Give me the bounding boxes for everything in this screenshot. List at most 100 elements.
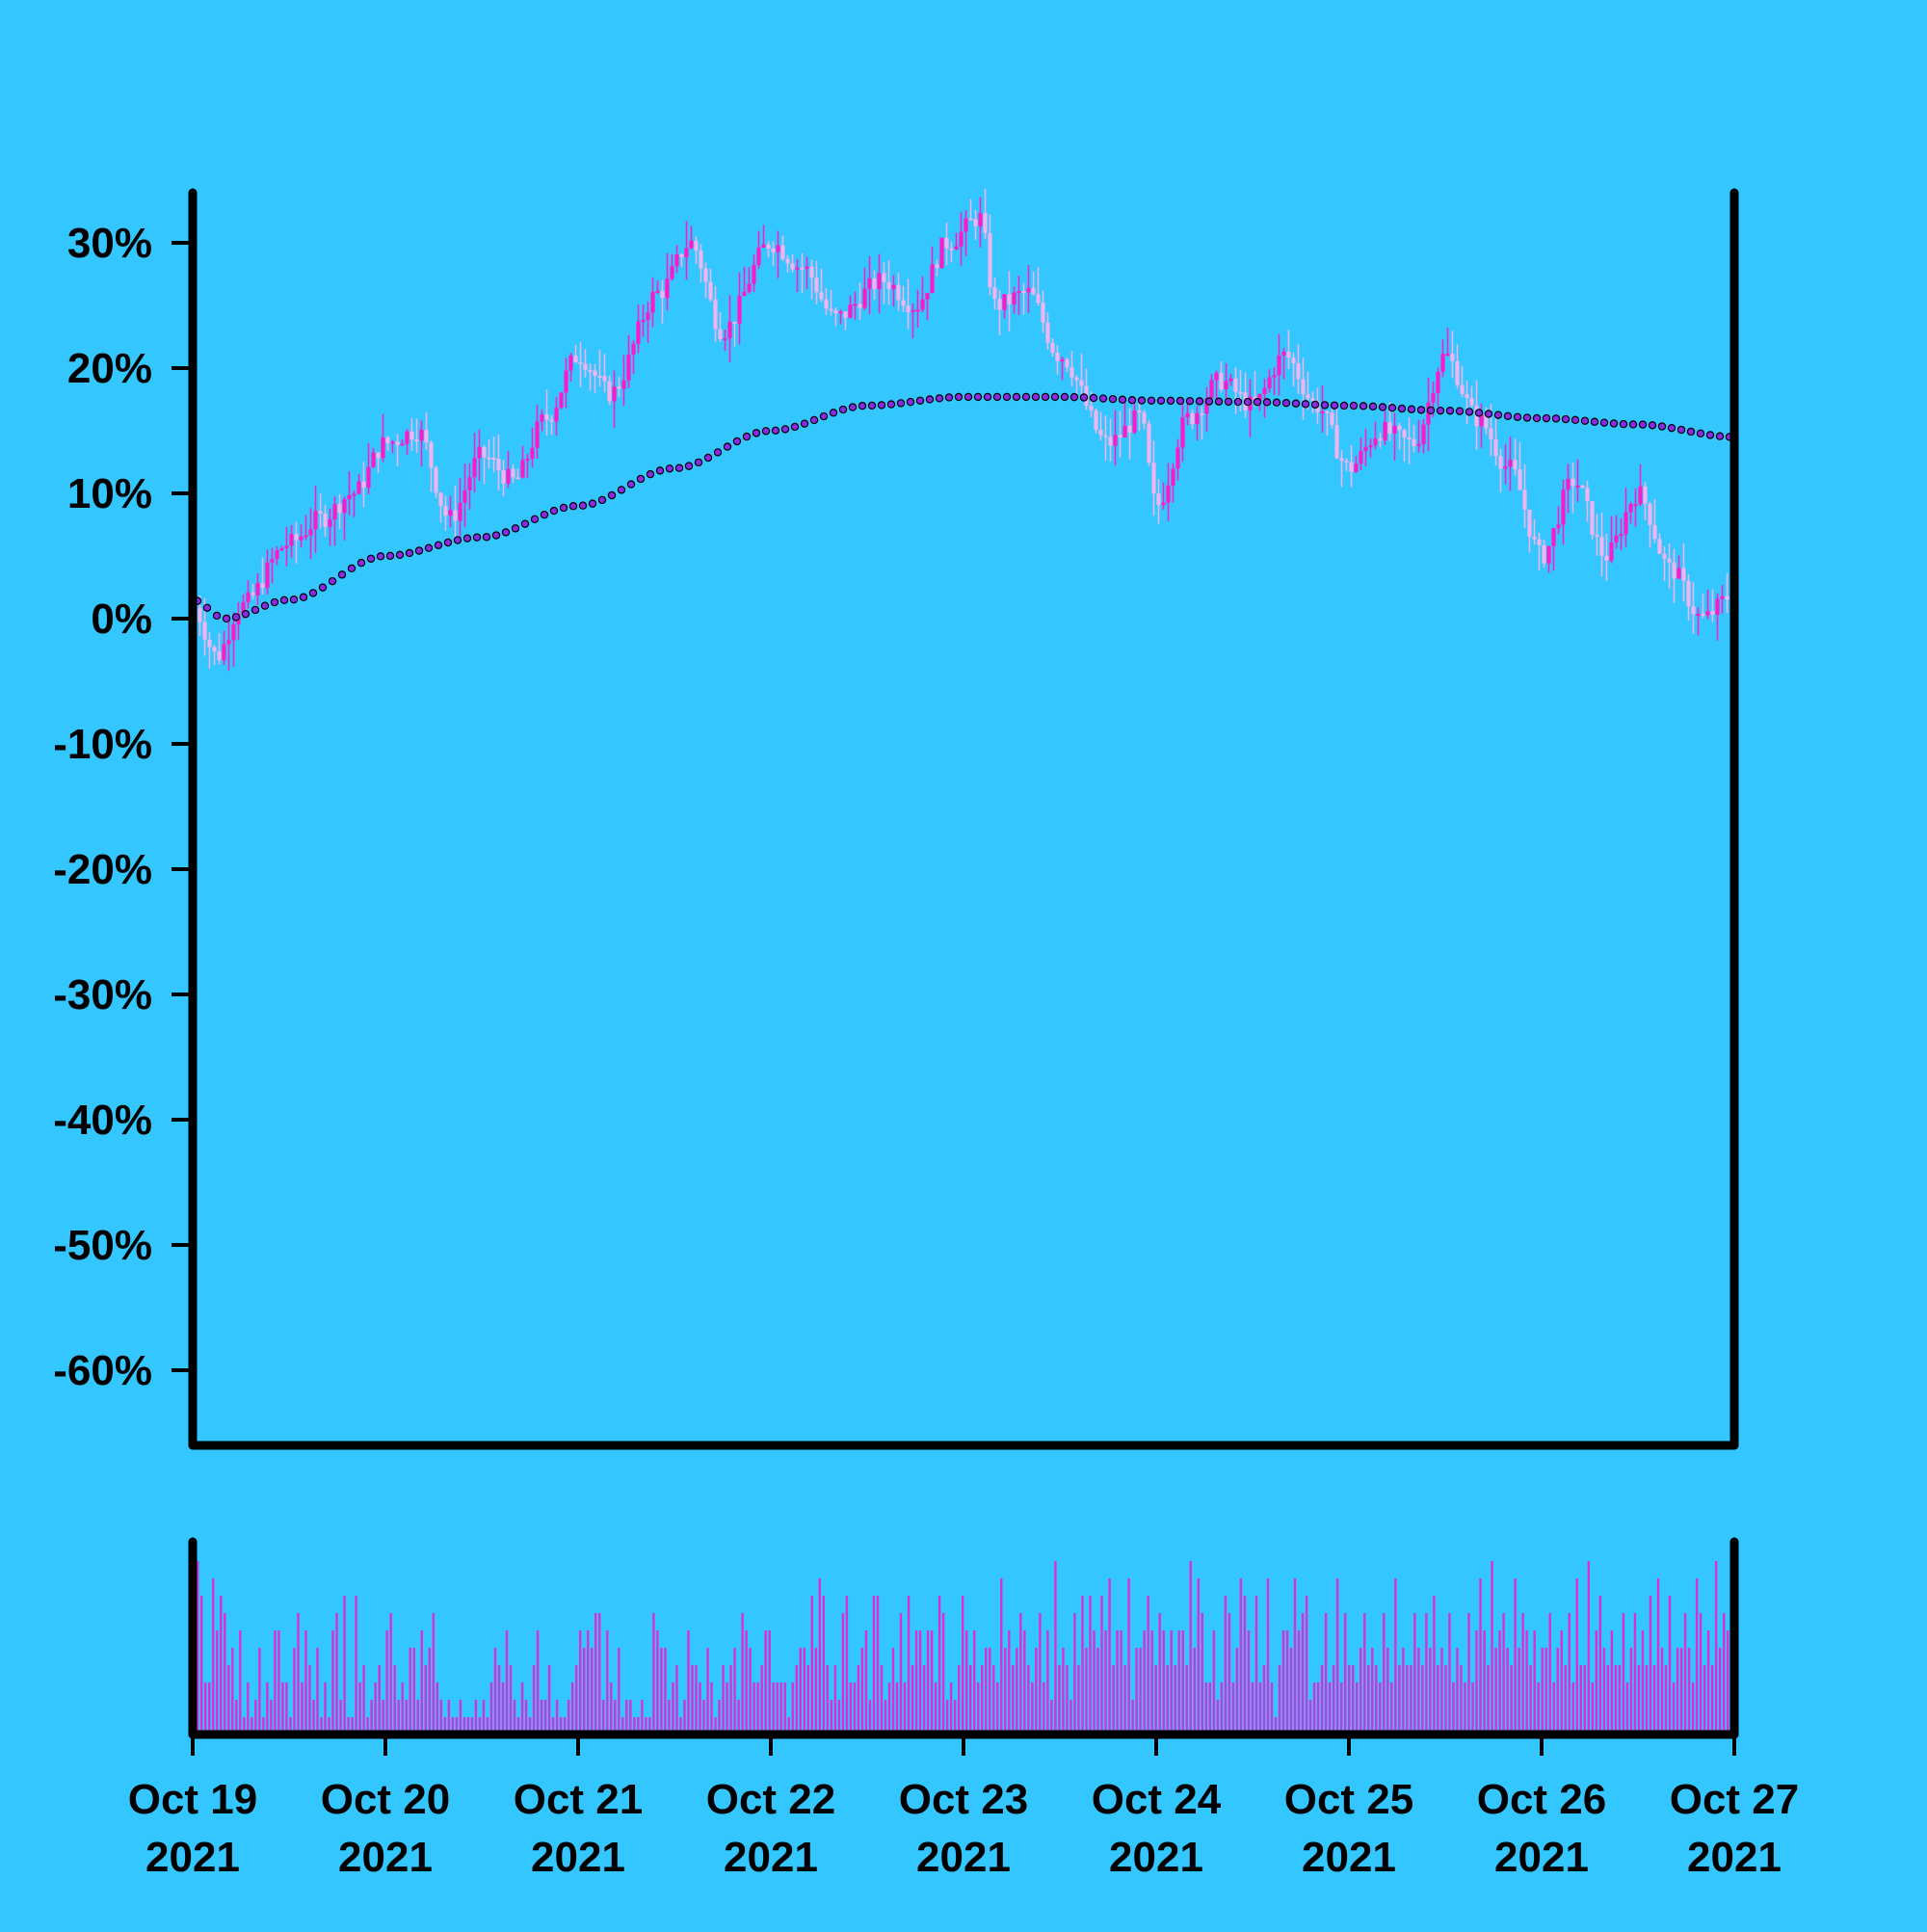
trend-dot <box>1696 429 1705 438</box>
volume-bar <box>656 1630 659 1734</box>
volume-bar <box>934 1682 937 1734</box>
volume-bar <box>891 1648 895 1734</box>
candle-body <box>1089 406 1094 410</box>
volume-bar <box>1147 1596 1149 1734</box>
candle-body <box>1691 606 1696 615</box>
candles-layer <box>193 188 1734 672</box>
trend-dot <box>1657 422 1667 431</box>
trend-dot <box>886 400 896 409</box>
volume-bar <box>1645 1665 1649 1734</box>
candle-body <box>1638 486 1643 505</box>
candle-body <box>1190 412 1195 425</box>
candle-body <box>1098 430 1103 436</box>
candle-body <box>265 562 270 589</box>
candle-body <box>679 254 684 257</box>
volume-bar <box>1552 1682 1555 1734</box>
candle-body <box>689 240 694 249</box>
candle-body <box>583 363 588 370</box>
candle-body <box>284 545 289 548</box>
candle-body <box>337 503 342 514</box>
candle-body <box>959 231 964 247</box>
trend-dot <box>1648 421 1657 430</box>
volume-bar <box>849 1682 853 1734</box>
candle-body <box>342 499 347 514</box>
candle-body <box>549 419 554 422</box>
volume-bar <box>633 1717 636 1734</box>
candle-body <box>1296 363 1301 380</box>
candle-body <box>1094 410 1098 431</box>
volume-bar <box>729 1665 732 1734</box>
candle-body <box>1354 463 1359 472</box>
volume-bar <box>614 1700 617 1734</box>
volume-bar <box>679 1717 682 1734</box>
volume-bar <box>1587 1561 1591 1734</box>
volume-bar <box>247 1682 250 1734</box>
trend-dot <box>964 392 973 402</box>
candle-body <box>708 281 713 300</box>
volume-bar <box>1301 1613 1305 1734</box>
volume-bar <box>768 1630 771 1734</box>
candle-body <box>1330 412 1334 426</box>
candle-body <box>472 458 477 478</box>
candle-body <box>602 376 607 382</box>
candle-body <box>858 304 862 308</box>
candle-body <box>376 452 381 459</box>
candle-body <box>732 321 737 324</box>
trend-dot <box>424 543 434 552</box>
trend-dot <box>1185 396 1195 406</box>
candle-body <box>1310 398 1315 402</box>
trend-dot <box>992 392 1002 402</box>
candle-body <box>723 337 727 340</box>
candle-body <box>530 447 535 460</box>
candle-body <box>564 370 568 393</box>
volume-bar <box>432 1613 436 1734</box>
volume-bar <box>787 1717 790 1734</box>
volume-bar <box>1448 1613 1451 1734</box>
trend-dot <box>385 551 395 561</box>
candle-body <box>217 651 222 661</box>
volume-bar <box>397 1700 400 1734</box>
candle-body <box>1556 524 1561 529</box>
volume-bar <box>880 1665 884 1734</box>
candle-body <box>434 467 438 493</box>
candle-body <box>1021 291 1026 294</box>
volume-bar <box>1383 1613 1386 1734</box>
candle-body <box>833 309 838 314</box>
trend-dot <box>251 605 260 615</box>
volume-bar <box>810 1596 813 1734</box>
x-tick-label-date: Oct 26 <box>1477 1776 1607 1823</box>
trend-dot <box>520 519 530 528</box>
volume-bar <box>675 1665 678 1734</box>
trend-dot <box>1571 415 1580 425</box>
candle-body <box>1720 595 1725 599</box>
candle-body <box>1257 393 1262 402</box>
candle-body <box>829 308 833 311</box>
trend-dot <box>308 589 318 597</box>
volume-bar <box>567 1700 570 1734</box>
trend-dot <box>915 396 925 405</box>
volume-bar <box>1417 1648 1420 1734</box>
x-tick-label-date: Oct 19 <box>128 1776 258 1823</box>
trend-dot <box>1445 407 1455 415</box>
volume-bar <box>1174 1665 1176 1734</box>
candle-body <box>419 429 424 441</box>
candle-body <box>1195 412 1200 425</box>
volume-bar <box>953 1700 957 1734</box>
volume-bar <box>1452 1682 1455 1734</box>
volume-bar <box>1714 1561 1718 1734</box>
candle-body <box>1108 437 1113 446</box>
candle-body <box>882 273 886 282</box>
volume-bar <box>1575 1578 1578 1734</box>
volume-bar <box>1579 1665 1582 1734</box>
trend-dot <box>202 603 212 612</box>
candle-body <box>1291 357 1296 364</box>
candle-body <box>785 258 790 264</box>
volume-bar <box>355 1596 357 1734</box>
volume-bar <box>1108 1578 1111 1734</box>
volume-bar <box>1533 1630 1536 1734</box>
candle-body <box>631 343 636 355</box>
volume-bar <box>1162 1630 1165 1734</box>
volume-bar <box>1239 1578 1243 1734</box>
candle-body <box>983 213 988 233</box>
